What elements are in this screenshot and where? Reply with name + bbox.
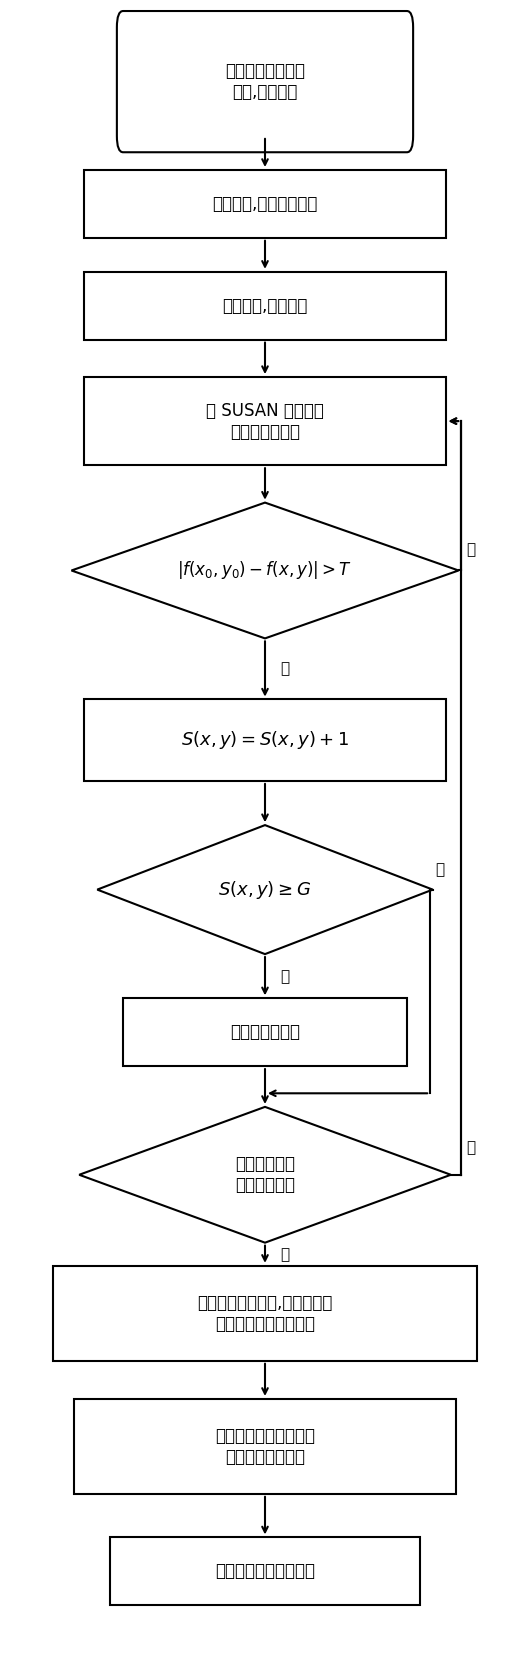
Bar xyxy=(84,378,446,466)
Text: 否: 否 xyxy=(466,542,475,558)
Text: 设置阈値,定位目标区域: 设置阈値,定位目标区域 xyxy=(213,196,317,212)
Text: 输出鑉管冷却后的直径: 输出鑉管冷却后的直径 xyxy=(215,1563,315,1581)
Text: 否: 否 xyxy=(466,1140,475,1155)
Bar xyxy=(84,699,446,780)
Polygon shape xyxy=(72,502,458,638)
Text: 将 SUSAN 模版定位
到图像的左上角: 将 SUSAN 模版定位 到图像的左上角 xyxy=(206,401,324,441)
Text: $S(x,y)\geq G$: $S(x,y)\geq G$ xyxy=(218,878,312,901)
Text: 通过钉管的膨胀系数求
鑉管冷却后的直径: 通过钉管的膨胀系数求 鑉管冷却后的直径 xyxy=(215,1427,315,1466)
Text: 是: 是 xyxy=(280,661,289,676)
Text: 对钉管边界作垂线,由标尺在图
像中长度求钉管的直径: 对钉管边界作垂线,由标尺在图 像中长度求钉管的直径 xyxy=(197,1294,333,1332)
Bar xyxy=(74,1399,456,1495)
Text: 否: 否 xyxy=(435,862,445,877)
Bar xyxy=(110,1538,420,1606)
Polygon shape xyxy=(79,1107,451,1243)
Text: 是: 是 xyxy=(280,969,289,984)
Text: $S(x,y)=S(x,y)+1$: $S(x,y)=S(x,y)+1$ xyxy=(181,729,349,751)
Bar xyxy=(84,272,446,340)
FancyBboxPatch shape xyxy=(117,12,413,152)
Polygon shape xyxy=(98,825,432,954)
Text: 模版卷积,过滤噪声: 模版卷积,过滤噪声 xyxy=(222,297,308,315)
Text: 标记该点为角点: 标记该点为角点 xyxy=(230,1022,300,1041)
Text: $|f(x_0,y_0)-f(x,y)|>T$: $|f(x_0,y_0)-f(x,y)|>T$ xyxy=(178,560,352,582)
Bar xyxy=(54,1266,476,1360)
Text: 模版下移一位
是否超出边界: 模版下移一位 是否超出边界 xyxy=(235,1155,295,1195)
Bar xyxy=(123,998,407,1065)
Text: 拍下高温下的钉管
照片,输入电脑: 拍下高温下的钉管 照片,输入电脑 xyxy=(225,63,305,101)
Text: 是: 是 xyxy=(280,1246,289,1261)
Bar xyxy=(84,171,446,239)
